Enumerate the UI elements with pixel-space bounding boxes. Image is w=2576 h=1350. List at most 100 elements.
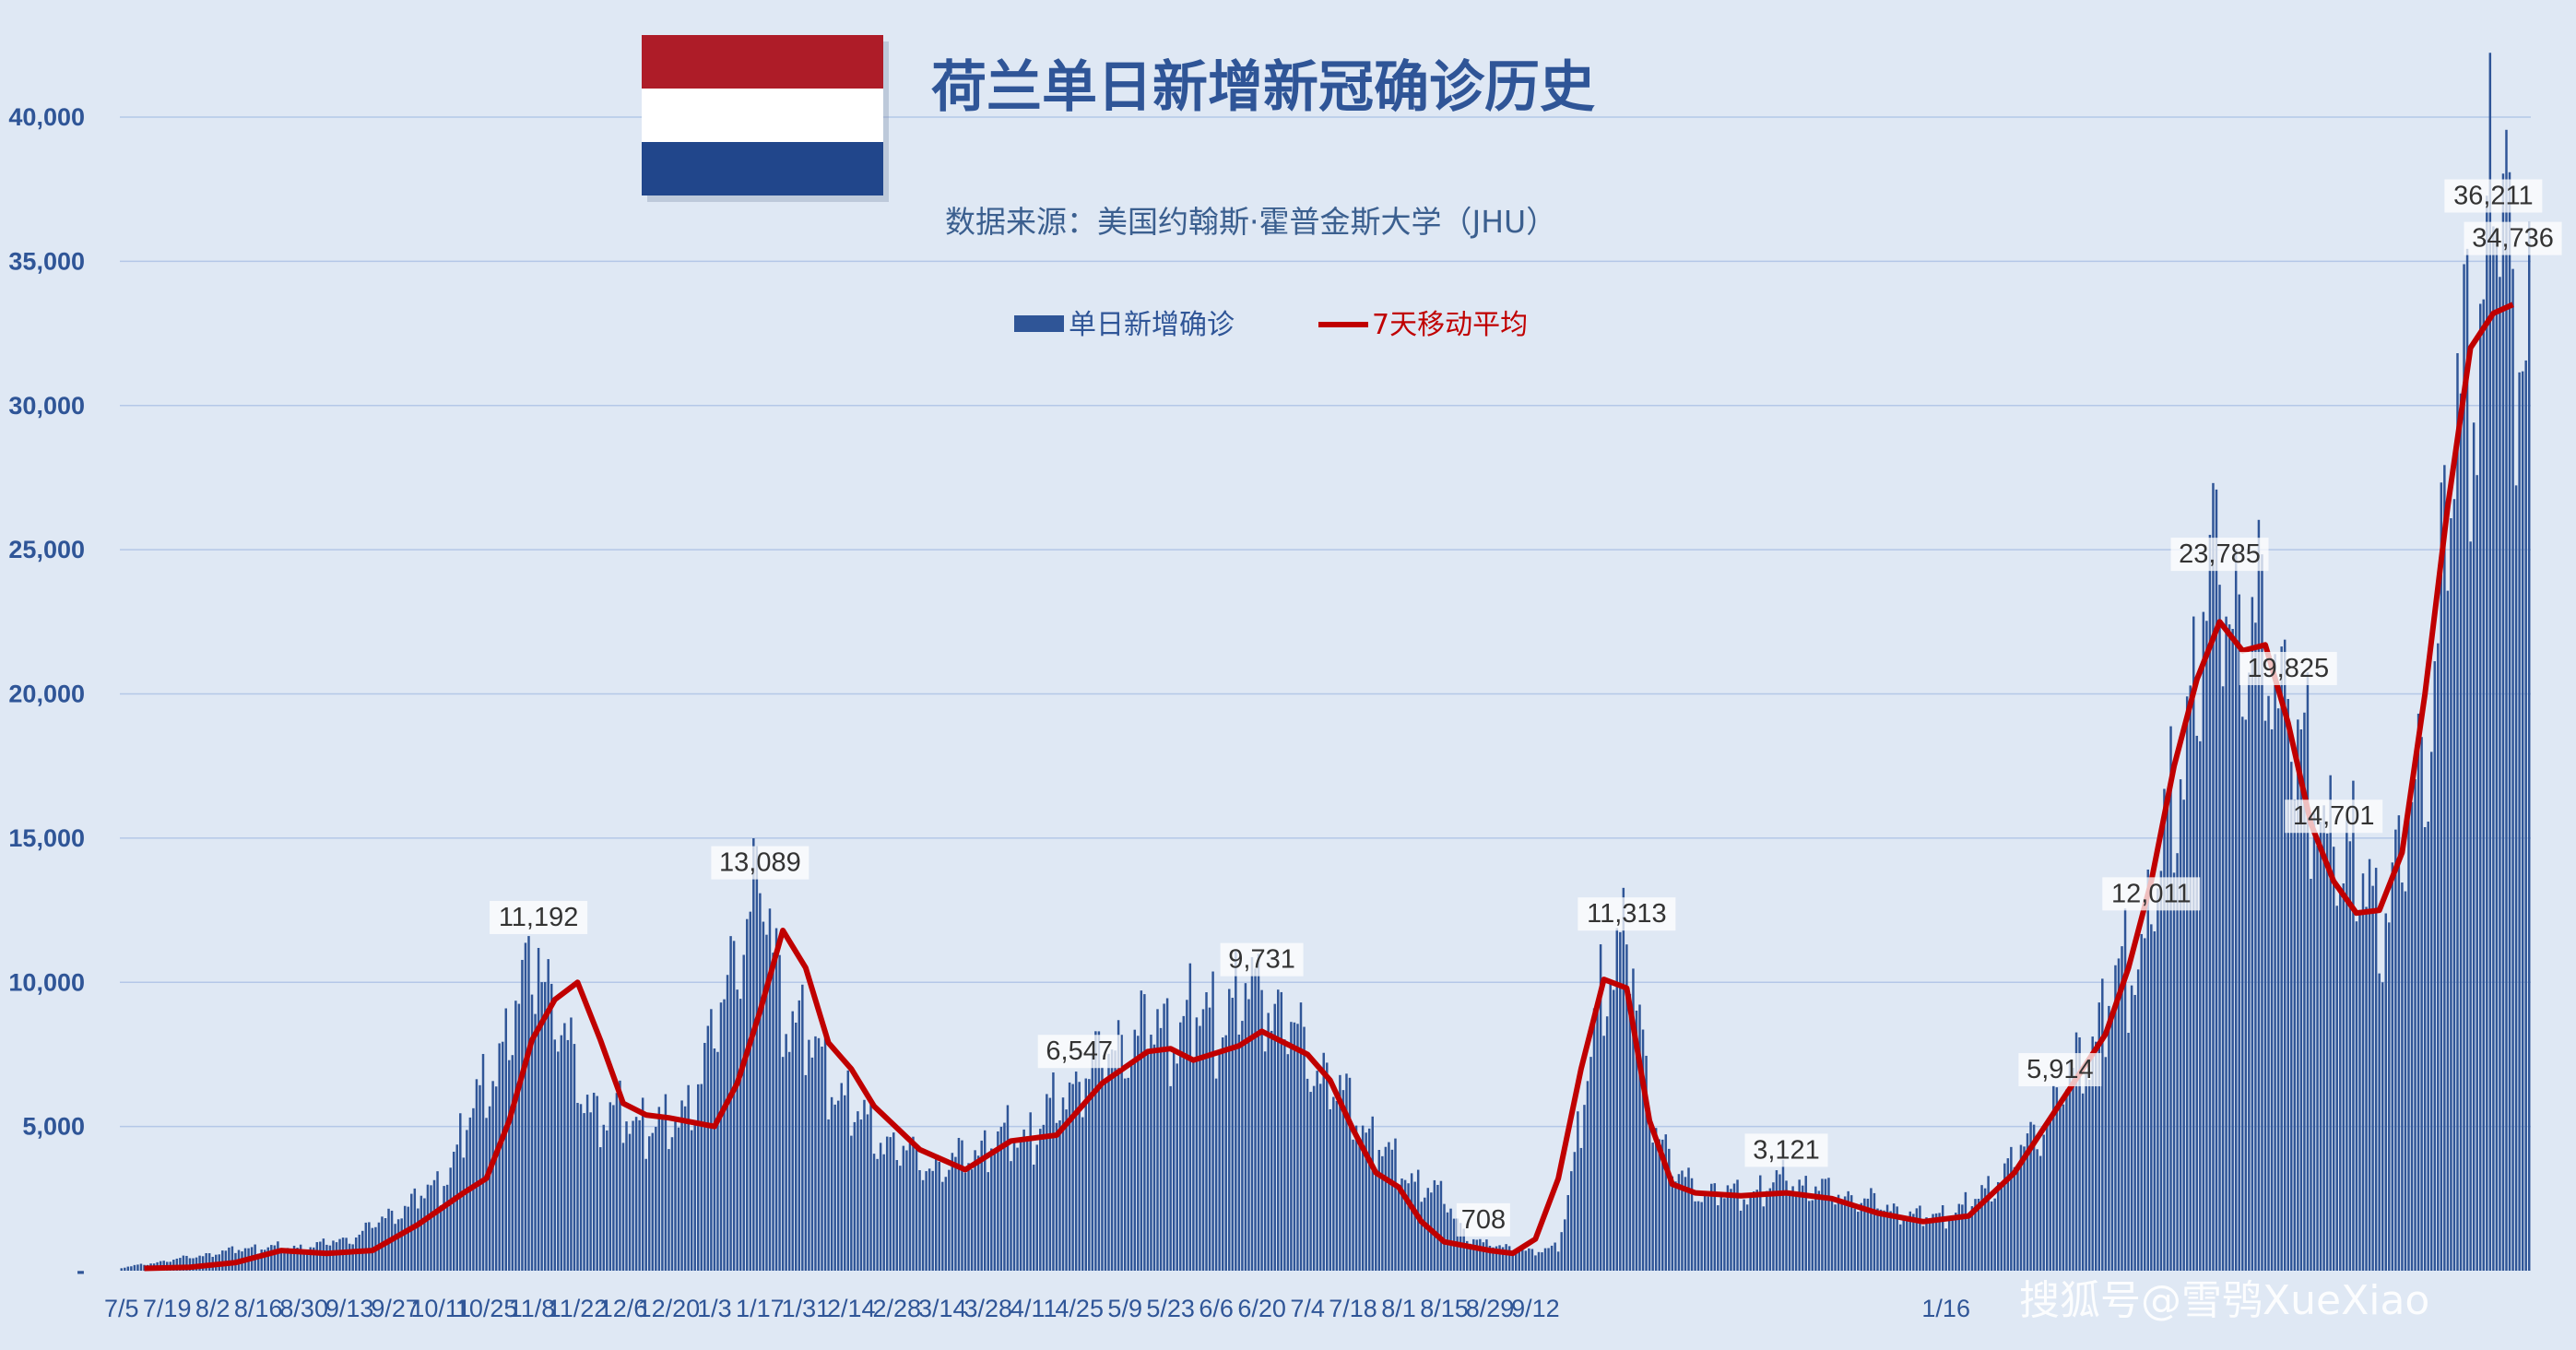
bar — [2108, 1005, 2110, 1271]
bar — [655, 1126, 657, 1271]
x-tick-label: 9/12 — [1511, 1295, 1560, 1322]
bar — [1983, 1188, 1987, 1271]
bar — [270, 1245, 273, 1271]
bar — [948, 1169, 951, 1271]
bar — [2306, 672, 2310, 1271]
bar — [1827, 1178, 1830, 1271]
bar — [1479, 1238, 1482, 1271]
bar — [1602, 1036, 1605, 1271]
bar — [1407, 1183, 1410, 1271]
bar — [2212, 482, 2215, 1271]
bar — [2241, 716, 2244, 1271]
bar — [2097, 1002, 2101, 1271]
bar — [1101, 1067, 1104, 1271]
data-label-box — [2102, 877, 2201, 911]
bar — [781, 1057, 785, 1271]
bar — [1863, 1198, 1866, 1271]
bar — [1951, 1217, 1954, 1271]
flag-stripe-blue — [642, 142, 883, 195]
bar — [941, 1181, 944, 1271]
bar — [1661, 1139, 1664, 1271]
data-label-box — [1578, 897, 1676, 931]
bar — [1042, 1124, 1046, 1271]
bar — [2303, 712, 2306, 1271]
bar — [882, 1154, 885, 1271]
bar — [1371, 1116, 1374, 1271]
bar — [1528, 1248, 1530, 1271]
bar — [1267, 1012, 1270, 1271]
x-tick-label: 7/5 — [104, 1295, 139, 1322]
bar — [1915, 1208, 1919, 1271]
bar — [1772, 1182, 1775, 1271]
data-label: 3,121 — [1753, 1135, 1820, 1165]
bar — [2023, 1146, 2026, 1271]
bar — [795, 1023, 798, 1271]
bar — [2274, 654, 2276, 1271]
bar — [1837, 1194, 1840, 1271]
bar — [1449, 1208, 1452, 1271]
bar — [1794, 1191, 1798, 1271]
data-label-box — [1220, 942, 1304, 977]
bar — [1273, 1003, 1276, 1271]
bar — [1801, 1185, 1804, 1271]
bar — [1743, 1199, 1745, 1271]
bar — [2013, 1166, 2016, 1271]
bar — [1632, 968, 1635, 1271]
data-label-box — [2170, 538, 2269, 572]
bar — [139, 1263, 143, 1271]
bar — [2469, 541, 2472, 1271]
bar — [1498, 1245, 1501, 1271]
bar — [1010, 1161, 1012, 1271]
bar — [1830, 1197, 1834, 1271]
bar — [547, 959, 549, 1271]
bar — [1495, 1246, 1498, 1271]
bar — [1696, 1201, 1700, 1271]
bar — [1808, 1201, 1811, 1271]
bar — [621, 1143, 625, 1271]
bar — [1840, 1199, 1843, 1271]
data-label: 36,211 — [2453, 182, 2534, 211]
bar — [1964, 1191, 1967, 1271]
bar — [2267, 695, 2270, 1271]
bar — [1221, 1037, 1224, 1271]
bar — [1283, 1039, 1286, 1271]
bar — [899, 1166, 902, 1271]
bar — [1306, 1078, 1309, 1271]
bar — [1860, 1202, 1863, 1271]
bar — [1469, 1243, 1471, 1271]
bar — [1270, 1030, 1273, 1271]
bar — [716, 1051, 719, 1271]
x-tick-label: 3/14 — [918, 1295, 967, 1322]
bar — [2463, 264, 2465, 1272]
bar — [1420, 1202, 1423, 1271]
bar — [1094, 1031, 1097, 1271]
bar — [2371, 885, 2374, 1271]
data-label: 23,785 — [2179, 539, 2261, 569]
bar — [1130, 1062, 1133, 1271]
bar — [1755, 1190, 1758, 1271]
bar — [1896, 1206, 1898, 1271]
bar — [1263, 1051, 1267, 1271]
bar — [976, 1155, 980, 1271]
bar — [277, 1241, 279, 1271]
x-tick-label: 7/4 — [1290, 1295, 1325, 1322]
bar — [2332, 847, 2335, 1271]
bar — [1547, 1248, 1550, 1271]
bar — [609, 1102, 612, 1271]
bar — [351, 1244, 354, 1271]
bar — [957, 1137, 961, 1271]
bar — [1723, 1198, 1726, 1271]
bar — [1029, 1112, 1032, 1271]
bar — [1375, 1170, 1377, 1271]
bar — [443, 1186, 445, 1271]
bar — [2146, 869, 2150, 1271]
bar — [1677, 1174, 1681, 1271]
bar — [641, 1097, 644, 1271]
bar — [1570, 1171, 1573, 1271]
bar — [710, 1009, 713, 1271]
bar — [1857, 1212, 1860, 1271]
bar — [2465, 248, 2469, 1271]
y-tick-label: 5,000 — [22, 1113, 85, 1141]
bar — [2511, 268, 2514, 1271]
